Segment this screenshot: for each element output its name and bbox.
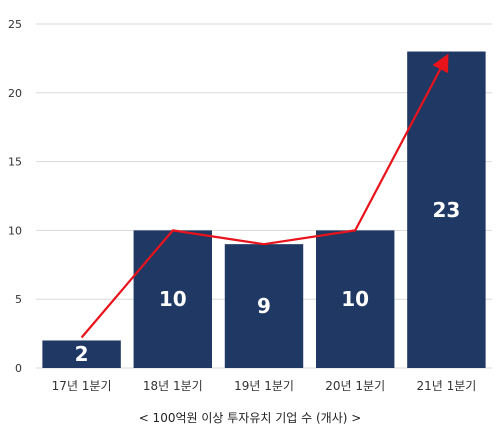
y-axis-ticks: 0 5 10 15 20 25 [8, 18, 22, 375]
y-tick-label: 20 [8, 87, 22, 100]
bar-chart: 0 5 10 15 20 25 2 10 9 10 23 17년 1분기 18년 1분기 19년 1분… [8, 18, 492, 393]
bar [315, 230, 395, 368]
data-label: 2 [75, 342, 89, 366]
data-label: 23 [432, 198, 460, 222]
x-tick-label: 19년 1분기 [234, 379, 294, 393]
data-labels: 2 10 9 10 23 [75, 198, 461, 366]
x-tick-label: 18년 1분기 [143, 379, 203, 393]
x-tick-label: 21년 1분기 [416, 379, 476, 393]
bar [224, 244, 304, 368]
x-axis-ticks: 17년 1분기 18년 1분기 19년 1분기 20년 1분기 21년 1분기 [52, 379, 477, 393]
data-label: 10 [159, 287, 187, 311]
y-tick-label: 25 [8, 18, 22, 31]
bars [42, 51, 486, 369]
bar [407, 51, 486, 369]
y-tick-label: 5 [15, 293, 22, 306]
x-tick-label: 20년 1분기 [325, 379, 385, 393]
x-tick-label: 17년 1분기 [52, 379, 112, 393]
chart-caption: < 100억원 이상 투자유치 기업 수 (개사) > [138, 411, 362, 425]
data-label: 9 [257, 294, 271, 318]
data-label: 10 [341, 287, 369, 311]
y-tick-label: 10 [8, 224, 22, 237]
y-tick-label: 0 [15, 362, 22, 375]
bar [133, 230, 213, 368]
bar [42, 340, 121, 368]
trend-line-path [80, 53, 449, 339]
y-tick-label: 15 [8, 156, 22, 169]
trend-line [80, 53, 449, 339]
